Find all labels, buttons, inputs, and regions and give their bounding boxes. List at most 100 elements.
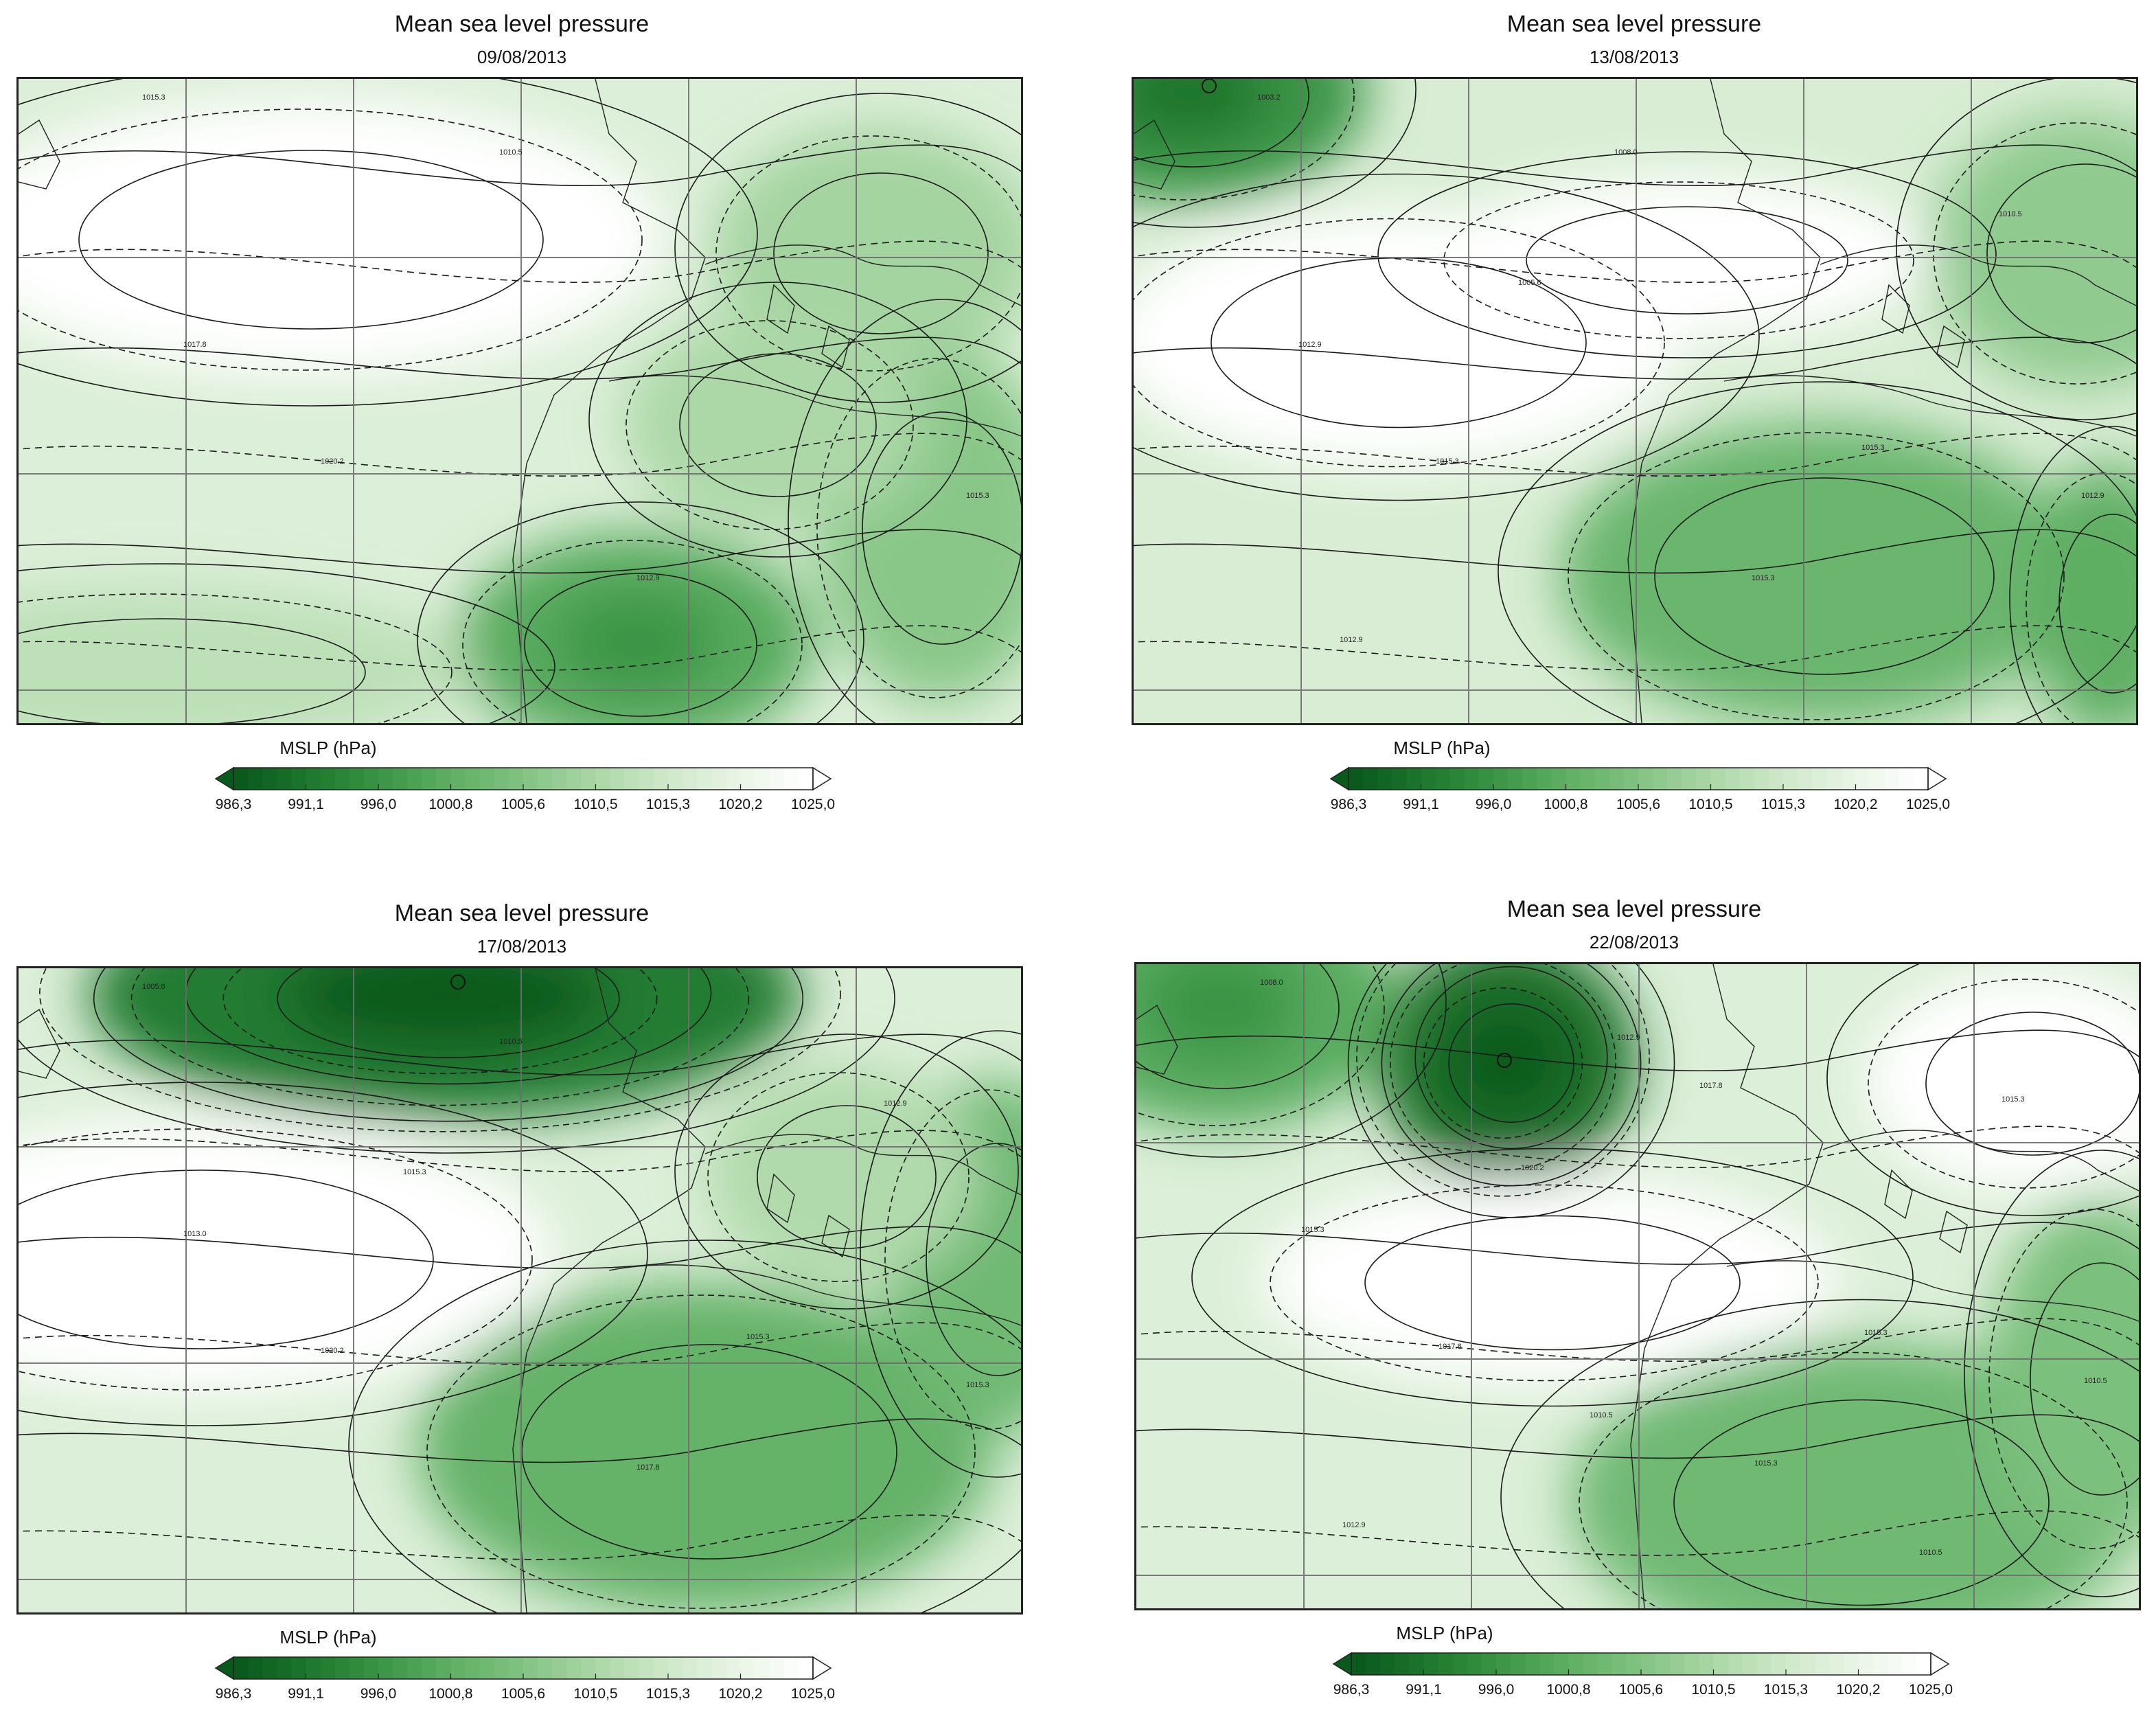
low-center bbox=[1497, 1053, 1512, 1068]
island bbox=[1936, 325, 1965, 369]
colorbar-tick-label: 991,1 bbox=[288, 1686, 324, 1702]
isobar bbox=[1381, 964, 1642, 1187]
isobar bbox=[707, 1072, 970, 1282]
pressure-map: 1003.2 1008.0 1012.9 1015.3 1015.3 1012.9 1010… bbox=[1132, 77, 2138, 725]
contour-label: 1010.5 bbox=[499, 148, 523, 157]
isobar bbox=[19, 1034, 1021, 1076]
island bbox=[821, 1214, 850, 1258]
isobar bbox=[1134, 173, 1760, 501]
colorbar-tick-label: 1025,0 bbox=[1905, 797, 1951, 812]
isobar bbox=[674, 1034, 1019, 1310]
isobar bbox=[19, 593, 452, 723]
isobar bbox=[1134, 529, 2136, 574]
isobar bbox=[1500, 1299, 2139, 1608]
island bbox=[1881, 284, 1910, 334]
panel-title: Mean sea level pressure bbox=[1506, 896, 1762, 922]
colorbar-tick-label: 1020,2 bbox=[1836, 1682, 1881, 1698]
contour-label: 1015.3 bbox=[142, 93, 165, 102]
contour-label: 1012.9 bbox=[1617, 1034, 1640, 1042]
isobar bbox=[588, 282, 967, 558]
isobar bbox=[1134, 79, 1355, 201]
isobar bbox=[1134, 79, 1309, 168]
isobar bbox=[130, 968, 750, 1106]
contour-label: 1020.2 bbox=[321, 1347, 344, 1355]
colorbar-tick-label: 996,0 bbox=[1478, 1682, 1515, 1698]
mslp-field: 1008.0 1012.9 1015.3 1017.8 1015.3 1010.5 1015… bbox=[1136, 964, 2139, 1608]
contour-label: 1010.5 bbox=[1999, 210, 2022, 218]
contour-label: 1012.9 bbox=[1298, 341, 1322, 349]
isobar bbox=[1270, 1184, 1819, 1382]
isobar bbox=[222, 968, 658, 1075]
contour-label: 1012.9 bbox=[637, 574, 660, 582]
panel-title: Mean sea level pressure bbox=[394, 11, 650, 37]
isobar bbox=[19, 109, 643, 371]
isobar bbox=[788, 299, 1021, 723]
isobar bbox=[757, 1105, 937, 1249]
colorbar-ticks: 986,3 991,1 996,0 1000,8 1005,6 1010,5 1015,3 1… bbox=[1112, 797, 2156, 817]
contour-label: 1015.3 bbox=[966, 1381, 989, 1389]
map-panel-4: Mean sea level pressure 22/08/2013 1008.… bbox=[1112, 885, 2156, 1719]
colorbar-tick-label: 1025,0 bbox=[790, 1686, 836, 1702]
coastline bbox=[1136, 1004, 1178, 1075]
colorbar-tick-label: 996,0 bbox=[1475, 797, 1512, 812]
contour-label: 1012.9 bbox=[1340, 636, 1363, 644]
isobar bbox=[524, 573, 757, 717]
colorbar-ticks: 986,3 991,1 996,0 1000,8 1005,6 1010,5 1015,3 1… bbox=[0, 1686, 1044, 1707]
contour-label: 1005.6 bbox=[1518, 279, 1541, 287]
coastline bbox=[608, 375, 1021, 437]
isobar bbox=[1654, 477, 1995, 675]
panel-date: 09/08/2013 bbox=[477, 47, 567, 67]
contour-label: 1015.3 bbox=[1301, 1226, 1324, 1234]
colorbar-title: MSLP (hPa) bbox=[1393, 738, 1491, 758]
colorbar-tick-label: 986,3 bbox=[215, 797, 252, 812]
colorbar bbox=[1332, 1652, 1950, 1676]
isobar bbox=[1134, 79, 1417, 228]
isobar bbox=[19, 625, 1021, 671]
island bbox=[1939, 1210, 1968, 1254]
isobar bbox=[1925, 1012, 2139, 1156]
isobar bbox=[19, 1169, 434, 1349]
coastline bbox=[1134, 119, 1176, 190]
colorbar-tick-label: 1005,6 bbox=[1616, 797, 1661, 812]
mslp-field: 1005.6 1010.5 1013.0 1020.2 1017.8 1015.3 1012… bbox=[19, 968, 1021, 1612]
colorbar-tick-label: 1010,5 bbox=[573, 797, 618, 812]
colorbar-tick-label: 991,1 bbox=[288, 797, 324, 812]
isobar bbox=[19, 144, 1021, 187]
isobar bbox=[93, 968, 803, 1122]
contour-label: 1015.3 bbox=[746, 1333, 770, 1341]
isobar bbox=[19, 240, 1021, 283]
isobar bbox=[19, 1514, 1021, 1560]
coastline bbox=[1630, 964, 1824, 1608]
isobar bbox=[1448, 1003, 1574, 1123]
colorbar-title: MSLP (hPa) bbox=[279, 738, 377, 758]
colorbar-tick-label: 1005,6 bbox=[501, 1686, 546, 1702]
isobar bbox=[1136, 964, 1447, 1158]
isobar bbox=[19, 1418, 1021, 1463]
isobar bbox=[2030, 1262, 2139, 1496]
panel-date: 17/08/2013 bbox=[477, 936, 567, 957]
isobar bbox=[1498, 381, 2136, 723]
isobar bbox=[1134, 218, 1665, 468]
colorbar-tick-label: 1000,8 bbox=[1544, 797, 1588, 812]
isobar bbox=[1826, 964, 2139, 1216]
isobar bbox=[19, 1128, 533, 1391]
mslp-field: 1003.2 1008.0 1012.9 1015.3 1015.3 1012.9 1010… bbox=[1134, 79, 2136, 723]
isobar bbox=[19, 79, 758, 407]
isobar bbox=[19, 618, 366, 723]
isobar bbox=[462, 540, 803, 723]
isobar bbox=[1191, 1148, 1914, 1407]
contour-label: 1013.0 bbox=[183, 1230, 207, 1238]
colorbar-tick-label: 991,1 bbox=[1406, 1682, 1442, 1698]
pressure-map: 1008.0 1012.9 1015.3 1017.8 1015.3 1010.5 1015… bbox=[1134, 962, 2141, 1610]
contour-label: 1008.0 bbox=[1260, 979, 1283, 987]
colorbar-tick-label: 1015,3 bbox=[645, 1686, 691, 1702]
contour-label: 1008.0 bbox=[1614, 148, 1638, 157]
isobar bbox=[1136, 1510, 2139, 1556]
low-center bbox=[450, 974, 466, 990]
colorbar-tick-label: 1000,8 bbox=[1546, 1682, 1591, 1698]
colorbar-tick-label: 991,1 bbox=[1403, 797, 1439, 812]
contour-label: 1012.9 bbox=[2081, 492, 2105, 500]
isobar bbox=[19, 1226, 1021, 1269]
isobar bbox=[862, 411, 1021, 645]
coastline bbox=[512, 79, 706, 723]
